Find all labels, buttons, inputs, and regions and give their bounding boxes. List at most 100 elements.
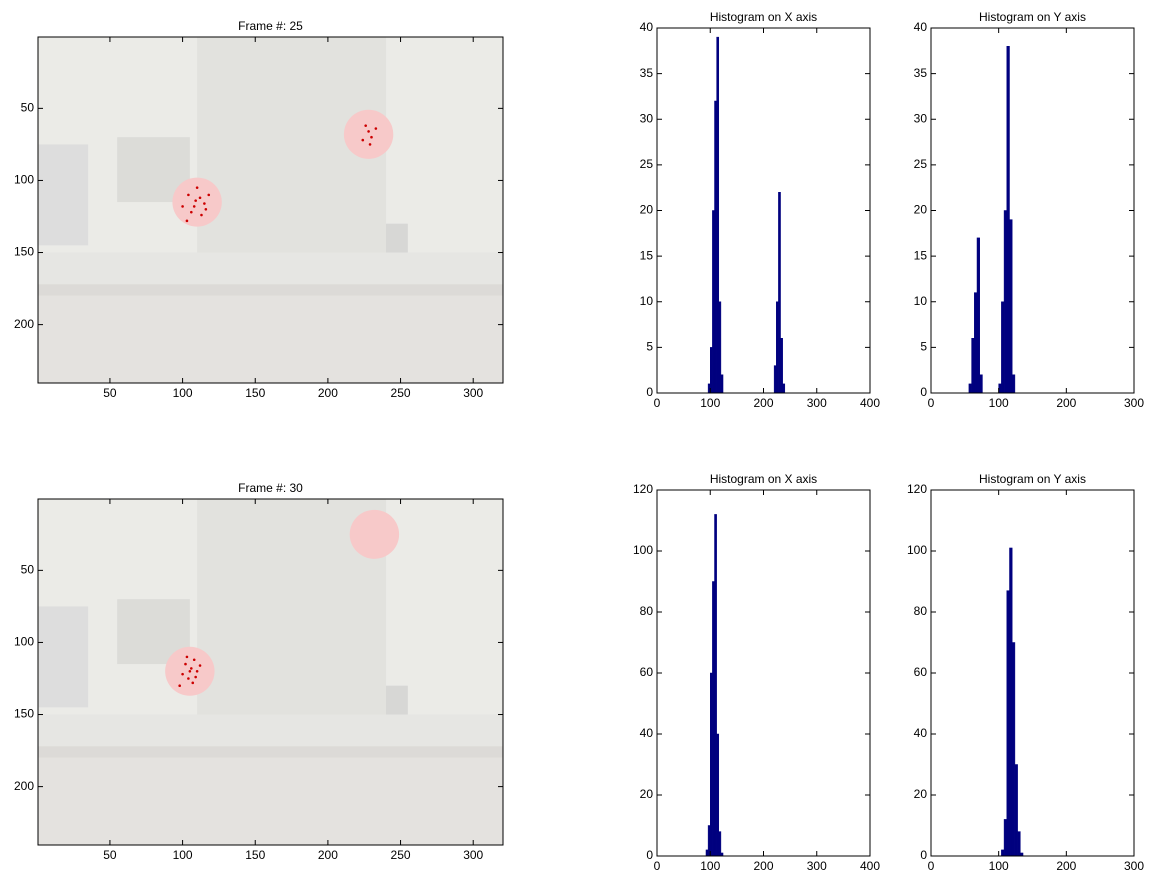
subplot: Histogram on Y axis 0 100 200 300 0 20 40 60 80 10… <box>907 472 1144 873</box>
image-hand <box>343 109 394 159</box>
x-tick-label: 400 <box>860 859 880 873</box>
histogram-bar <box>971 338 975 394</box>
histogram-bar <box>705 849 709 857</box>
y-tick-label: 30 <box>914 111 928 125</box>
particle <box>200 213 203 217</box>
image-table-edge <box>38 284 503 296</box>
x-tick-label: 150 <box>245 386 265 400</box>
particle <box>195 669 199 673</box>
y-tick-label: 100 <box>907 543 927 557</box>
x-tick-label: 100 <box>700 396 720 410</box>
axes-box <box>37 498 504 846</box>
histogram-bar <box>1011 374 1016 394</box>
y-tick-label: 0 <box>920 385 927 399</box>
y-tick-label: 50 <box>21 101 35 115</box>
subplot-title: Histogram on X axis <box>710 472 817 486</box>
histogram-bar <box>710 347 713 394</box>
particle <box>181 205 184 208</box>
y-tick-label: 0 <box>646 385 653 399</box>
particle <box>192 658 196 662</box>
y-tick-label: 40 <box>640 20 654 34</box>
histogram-bar <box>710 672 713 857</box>
subplot: Frame #: 30 50 100 150 200 250 300 50 100 150 200 <box>14 481 504 862</box>
x-tick-label: 0 <box>654 859 661 873</box>
histogram-bar <box>968 383 972 394</box>
axes-box <box>930 489 1135 857</box>
y-tick-label: 15 <box>914 248 928 262</box>
particle <box>181 672 184 676</box>
x-tick-label: 200 <box>753 396 773 410</box>
y-tick-label: 35 <box>914 66 928 80</box>
x-tick-label: 50 <box>103 386 117 400</box>
image-device <box>38 606 89 708</box>
histogram-bar <box>720 374 724 394</box>
y-tick-label: 20 <box>914 203 928 217</box>
x-tick-label: 0 <box>928 396 935 410</box>
y-tick-label: 100 <box>633 543 653 557</box>
y-tick-label: 20 <box>640 787 654 801</box>
x-tick-label: 200 <box>1056 859 1076 873</box>
y-tick-label: 60 <box>914 665 928 679</box>
histogram-bar <box>979 374 983 394</box>
y-tick-label: 100 <box>14 173 34 187</box>
y-tick-label: 15 <box>640 248 654 262</box>
image-floor <box>38 757 503 845</box>
histogram-bar <box>712 210 715 394</box>
x-tick-label: 150 <box>245 848 265 862</box>
histogram-bar <box>714 514 717 857</box>
particle <box>188 669 192 673</box>
histogram-bar <box>780 338 783 394</box>
y-tick-label: 120 <box>907 482 927 496</box>
x-tick-label: 200 <box>318 848 338 862</box>
histogram-bar <box>716 733 720 857</box>
x-tick-label: 300 <box>1124 396 1144 410</box>
y-tick-label: 20 <box>640 203 654 217</box>
particle <box>204 207 208 211</box>
histogram-bar <box>1001 301 1005 394</box>
particle <box>368 143 372 146</box>
image-device <box>38 144 89 246</box>
x-tick-label: 300 <box>807 859 827 873</box>
y-tick-label: 25 <box>640 157 654 171</box>
histogram-bar <box>1017 831 1021 857</box>
particle <box>364 124 367 127</box>
particle <box>194 199 197 202</box>
x-tick-label: 100 <box>173 386 193 400</box>
image-floor <box>38 295 503 383</box>
particle <box>374 127 378 130</box>
histogram-bar <box>718 301 722 394</box>
histogram-bar <box>773 365 777 394</box>
x-tick-label: 300 <box>463 848 483 862</box>
particle <box>207 193 211 197</box>
image-hand <box>172 177 222 227</box>
x-tick-label: 0 <box>654 396 661 410</box>
y-tick-label: 40 <box>914 20 928 34</box>
x-tick-label: 250 <box>391 848 411 862</box>
particle <box>370 135 373 139</box>
histogram-bar <box>776 301 779 394</box>
y-tick-label: 80 <box>640 604 654 618</box>
subplot: Histogram on X axis 0 100 200 300 400 0 20 40 60 8… <box>633 472 880 873</box>
y-tick-label: 30 <box>640 111 654 125</box>
particle <box>184 662 187 666</box>
histogram-bar <box>1003 210 1008 394</box>
subplot-title: Histogram on Y axis <box>979 10 1086 24</box>
axes-box <box>37 36 504 384</box>
subplot-title: Histogram on X axis <box>710 10 817 24</box>
histogram-bar <box>976 237 980 394</box>
histogram-bar <box>1009 219 1013 394</box>
axes-box <box>656 489 871 857</box>
y-tick-label: 0 <box>920 848 927 862</box>
histogram-bar <box>778 192 781 394</box>
x-tick-label: 200 <box>753 859 773 873</box>
y-tick-label: 80 <box>914 604 928 618</box>
histogram-bar <box>718 831 722 857</box>
x-tick-label: 100 <box>173 848 193 862</box>
particle <box>187 677 190 680</box>
x-tick-label: 50 <box>103 848 117 862</box>
particle <box>185 219 189 223</box>
y-tick-label: 10 <box>914 294 928 308</box>
particle <box>195 186 199 189</box>
y-tick-label: 20 <box>914 787 928 801</box>
